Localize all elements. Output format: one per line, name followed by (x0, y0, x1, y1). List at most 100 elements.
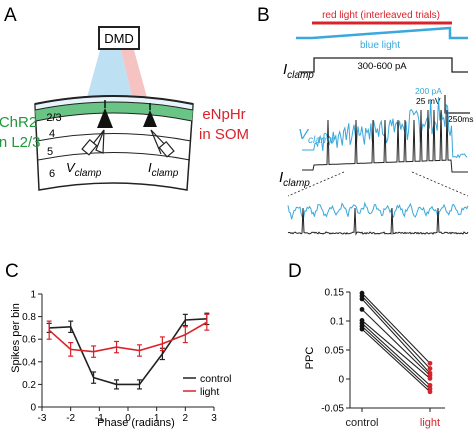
iclamp-label: Iclamp (148, 160, 179, 179)
pair-7 (359, 326, 433, 395)
vclamp-pipette-icon (81, 129, 105, 156)
control-point (359, 307, 365, 312)
panel-d-letter: D (288, 261, 302, 282)
layer-boundary-2 (35, 112, 193, 122)
control-point (359, 296, 365, 302)
layer-boundary-4 (37, 152, 191, 161)
pyramidal-neuron-icon (97, 108, 113, 128)
series-line-control (49, 318, 207, 386)
x-tick-label: 1 (154, 413, 160, 424)
panel-b-letter: B (257, 5, 270, 26)
chart-c-axes: -3 -2 -1 0 1 2 3 0 0.2 0.4 0.6 0.8 1 (22, 290, 217, 425)
scale-bar (444, 95, 470, 114)
light-point (427, 376, 433, 381)
x-tick-label: -1 (95, 413, 104, 424)
x-tick-label: 3 (211, 413, 217, 424)
chr2-layer-label: in L2/3 (0, 134, 41, 151)
y-tick-label: 0.4 (22, 357, 36, 368)
enphr-label: eNpHr (202, 106, 245, 123)
blue-light-label: blue light (360, 40, 400, 51)
chart-c-xlabel: Phase (radians) (97, 417, 175, 429)
y-tick-label: -0.05 (321, 404, 344, 415)
layer-label-2-3: 2/3 (46, 112, 61, 124)
y-tick-label: 0.6 (22, 335, 36, 346)
light-point (427, 360, 433, 366)
pair-2 (359, 296, 433, 376)
x-tick-label: 2 (183, 413, 189, 424)
pair-line (361, 295, 431, 369)
light-point (427, 382, 433, 388)
chr2-label: ChR2 (0, 114, 37, 131)
y-tick-label: 0.1 (330, 317, 344, 328)
iclamp-step-label: Iclamp (283, 61, 314, 81)
current-step-label: 300-600 pA (357, 61, 407, 72)
x-tick-label: -2 (66, 413, 75, 424)
category-label-light: light (420, 417, 440, 429)
y-tick-label: 0.05 (325, 346, 345, 357)
y-tick-label: 0 (30, 403, 36, 414)
layer-boundary-3 (36, 133, 192, 142)
y-tick-label: 0.2 (22, 380, 36, 391)
black-voltage-trace (302, 109, 468, 173)
red-light-label: red light (interleaved trials) (322, 10, 440, 21)
chart-c-ylabel: Spikes per bin (10, 303, 22, 373)
zoom-blue-trace (287, 201, 469, 220)
x-tick-label: 0 (125, 413, 131, 424)
panel-b: B red light (interleaved trials) blue li… (257, 5, 474, 236)
pair-6 (359, 323, 433, 392)
dmd-box (98, 26, 140, 50)
panel-d: D -0.05 0 0.05 0.1 0.15 control light PPC (288, 261, 445, 429)
panel-a-letter: A (4, 5, 17, 26)
scale-mv-label: 25 mV (416, 96, 441, 106)
pair-line (361, 320, 431, 379)
scale-pa-label: 200 pA (415, 86, 442, 96)
light-point (427, 389, 433, 395)
iclamp-trace-label: Iclamp (279, 169, 310, 189)
panel-a: A DMD 2/3 4 5 6 (0, 5, 249, 191)
traces (287, 96, 469, 236)
legend-control-label: control (200, 373, 232, 385)
chart-d-axes: -0.05 0 0.05 0.1 0.15 control light (321, 288, 445, 429)
series-light (46, 313, 210, 358)
zoom-line-right (411, 171, 469, 197)
dmd-label: DMD (104, 31, 134, 46)
layer-2-3-band (35, 102, 193, 121)
series-line-light (48, 321, 208, 353)
y-tick-label: 1 (30, 290, 36, 301)
chart-c-plot (46, 312, 210, 390)
category-label-control: control (345, 417, 378, 429)
chart-c-legend: control light (183, 373, 232, 398)
light-point (427, 366, 433, 371)
layer-label-4: 4 (49, 128, 55, 140)
vclamp-trace-label: Vclamp (298, 126, 335, 146)
pair-line (361, 325, 431, 390)
scale-ms-label: 250ms (448, 114, 474, 124)
iclamp-pipette-icon (150, 129, 175, 158)
legend-light-label: light (200, 386, 219, 398)
panel-c-letter: C (5, 261, 19, 282)
control-point (359, 326, 365, 332)
chart-d-plot (359, 290, 433, 395)
y-tick-label: 0.15 (325, 288, 345, 299)
pair-1 (359, 293, 433, 371)
panel-c: C -3 -2 -1 0 1 2 3 0 0.2 0.4 0.6 0.8 1 Spikes per bi… (5, 261, 232, 429)
pair-line (361, 309, 431, 376)
layer-label-5: 5 (47, 146, 53, 158)
y-tick-label: 0 (338, 375, 344, 386)
layer-boundary-1 (34, 101, 194, 111)
pair-line (361, 328, 431, 393)
y-tick-label: 0.8 (22, 312, 36, 323)
som-neuron-icon (143, 110, 157, 127)
pia-surface (34, 95, 194, 105)
x-tick-label: -3 (38, 413, 47, 424)
blue-light-ramp (296, 26, 468, 40)
current-step-trace (299, 57, 468, 73)
pair-line (361, 298, 431, 374)
pair-3 (359, 307, 433, 378)
layer-label-6: 6 (49, 168, 55, 180)
pair-4 (359, 318, 433, 381)
pair-line (361, 292, 431, 364)
enphr-som-label: in SOM (199, 126, 249, 143)
